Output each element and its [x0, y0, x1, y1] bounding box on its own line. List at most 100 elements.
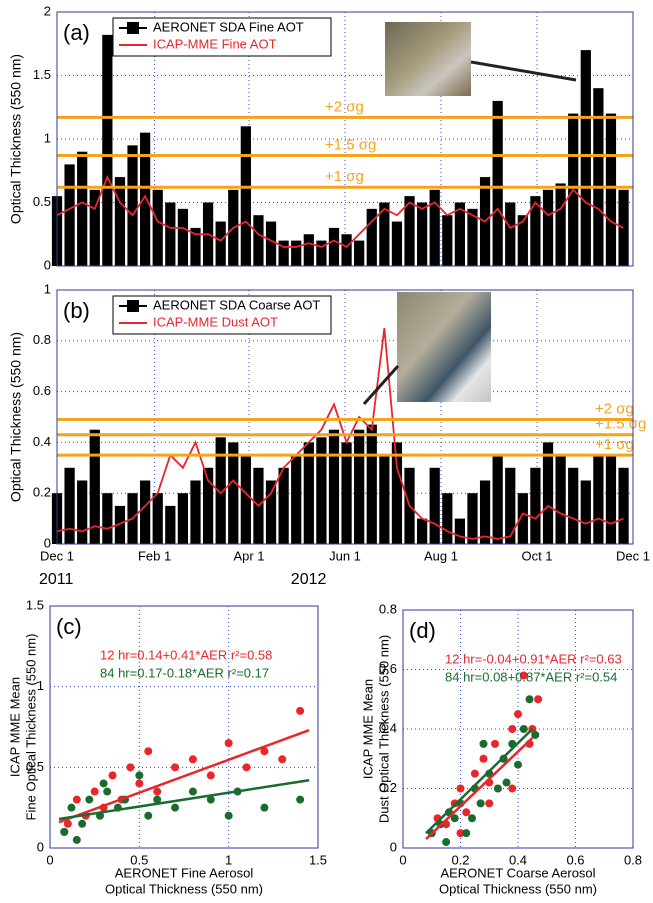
bar: [517, 493, 528, 544]
x-axis-label: Optical Thickness (550 nm): [105, 881, 263, 896]
bar: [215, 437, 226, 544]
bar: [77, 480, 88, 544]
scatter-point: [468, 814, 476, 823]
bar: [240, 455, 251, 544]
scatter-point: [514, 710, 522, 719]
bar: [240, 126, 251, 266]
bar: [341, 234, 352, 266]
x-tick-label: Apr 1: [233, 548, 264, 563]
bar: [64, 164, 75, 266]
bar: [265, 480, 277, 544]
scatter-point: [67, 803, 76, 812]
x-tick-label: Oct 1: [521, 548, 552, 563]
scatter-point: [462, 808, 471, 817]
bar: [215, 221, 226, 266]
year-label: 2011: [39, 571, 74, 588]
line: [56, 327, 624, 540]
fit-annotation: 84 hr=0.17-0.18*AER r²=0.17: [100, 665, 269, 680]
scatter-point: [493, 784, 502, 793]
scatter-point: [153, 787, 162, 796]
scatter-point: [144, 747, 153, 756]
scatter-point: [514, 760, 522, 769]
x-tick-label: Feb 1: [138, 548, 171, 563]
satellite-inset: [385, 22, 471, 96]
bar: [467, 493, 478, 544]
x-tick-label: Dec 1: [40, 548, 74, 563]
bar: [404, 196, 415, 266]
threshold-label: +1 σg: [325, 168, 364, 185]
bar: [291, 455, 302, 544]
scatter-point: [99, 779, 108, 788]
bar: [316, 437, 327, 544]
scatter-point: [470, 769, 479, 778]
bar: [253, 215, 264, 266]
bar: [391, 442, 403, 544]
bar: [190, 227, 201, 266]
legend-label: ICAP-MME Fine AOT: [153, 36, 277, 51]
scatter-point: [224, 739, 233, 748]
bar: [278, 467, 289, 544]
bar: [429, 189, 440, 266]
threshold-label: +1.5 σg: [325, 136, 376, 153]
y-axis-label: Optical Thickness (550 nm): [8, 332, 24, 502]
y-tick-label: 0.4: [379, 720, 397, 735]
scatter-point: [485, 799, 494, 808]
fit-line: [425, 737, 534, 840]
scatter-point: [135, 779, 144, 788]
x-tick-label: 0: [46, 852, 53, 867]
scatter-point: [72, 835, 81, 844]
scatter-point: [135, 771, 144, 780]
bar: [165, 505, 176, 544]
bar: [605, 455, 617, 544]
y-tick-label: 0.2: [379, 780, 397, 795]
bar: [580, 480, 591, 544]
bar: [152, 189, 163, 266]
scatter-point: [456, 829, 465, 838]
bar: [505, 202, 516, 266]
bar: [417, 202, 428, 266]
scatter-point: [508, 725, 517, 733]
bar: [366, 208, 377, 266]
fit-line: [58, 729, 310, 824]
bar: [190, 480, 201, 544]
scatter-point: [278, 755, 287, 764]
bar: [505, 467, 516, 544]
x-tick-label: Aug 1: [424, 548, 458, 563]
scatter-point: [103, 787, 112, 796]
scatter-point: [108, 771, 117, 780]
bar: [542, 442, 554, 544]
y-tick-label: 0.6: [33, 383, 51, 398]
scatter-point: [519, 671, 528, 680]
axes-frame: [49, 605, 319, 849]
scatter-point: [502, 778, 511, 787]
y-tick-label: 0: [37, 839, 44, 854]
scatter-point: [456, 784, 465, 793]
bar: [316, 240, 327, 266]
y-tick-label: 0.2: [33, 485, 51, 500]
fit-line: [425, 728, 534, 835]
threshold-label: +1 σg: [595, 436, 634, 453]
bar: [454, 518, 465, 544]
bar: [442, 493, 453, 544]
y-tick-label: 0.8: [33, 332, 51, 347]
bar: [530, 467, 541, 544]
bar: [354, 429, 365, 544]
bar: [605, 113, 617, 266]
bar: [278, 240, 289, 266]
legend-label: AERONET SDA Fine AOT: [153, 19, 304, 34]
bar: [442, 215, 453, 266]
legend-box: [112, 295, 332, 335]
x-axis-label: AERONET Fine Aerosol: [115, 865, 254, 880]
scatter-point: [206, 795, 215, 804]
panel-label: (a): [63, 20, 90, 45]
bar: [127, 145, 138, 266]
scatter-point: [519, 725, 528, 733]
bar: [64, 467, 75, 544]
bar: [593, 88, 604, 266]
y-tick-label: 0: [390, 839, 397, 854]
bar: [479, 480, 491, 544]
bar: [379, 455, 390, 544]
scatter-point: [171, 763, 180, 772]
y-axis-label: Fine Optical Thickness (550 nm): [23, 634, 38, 821]
